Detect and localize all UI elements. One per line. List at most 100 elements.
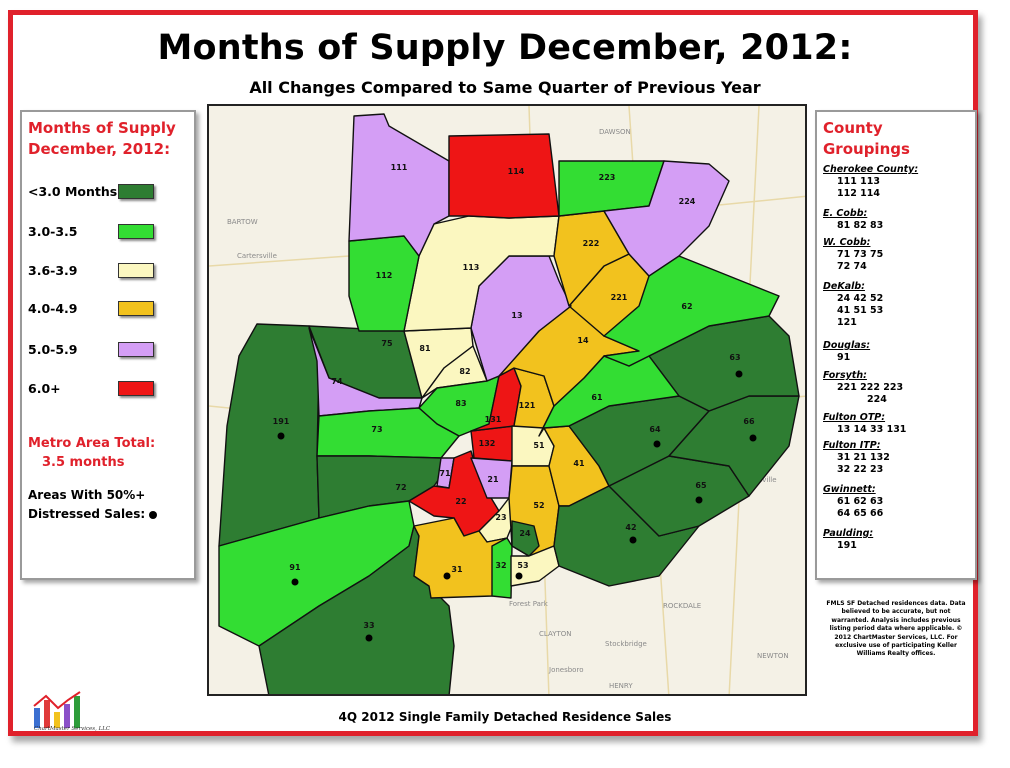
legend-label: 4.0-4.9 xyxy=(28,301,78,316)
group-paulding: Paulding: 191 xyxy=(823,528,873,552)
zone-label: 224 xyxy=(679,197,696,206)
legend-item-3-6-3-9: 3.6-3.9 xyxy=(28,261,188,281)
distressed-dot-icon xyxy=(695,496,703,504)
zone-label: 63 xyxy=(729,353,740,362)
group-name: Fulton ITP: xyxy=(823,440,881,451)
legend-label: 5.0-5.9 xyxy=(28,342,78,357)
distressed-note: Areas With 50%+ Distressed Sales: xyxy=(28,486,158,524)
zone-111[interactable] xyxy=(348,113,450,257)
legend-swatch xyxy=(118,184,154,199)
zone-label: 71 xyxy=(439,469,451,478)
metro-total-value: 3.5 months xyxy=(42,455,125,470)
group-codes: 32 22 23 xyxy=(837,464,884,475)
group-codes: 111 113 xyxy=(837,176,880,187)
bg-label-dawson: DAWSON xyxy=(599,128,631,136)
zone-labels: 111 114 223 224 222 112 113 221 13 62 14… xyxy=(273,163,755,630)
group-codes: 31 21 132 xyxy=(837,452,890,463)
zone-label: 221 xyxy=(611,293,628,302)
legend-item-4-4-9: 4.0-4.9 xyxy=(28,299,188,319)
group-codes: 41 51 53 xyxy=(837,305,884,316)
data-disclaimer: FMLS SF Detached residences data. Data b… xyxy=(826,600,966,658)
distressed-line2: Distressed Sales: xyxy=(28,507,146,521)
legend-swatch xyxy=(118,342,154,357)
zone-label: 61 xyxy=(591,393,603,402)
page-title: Months of Supply December, 2012: xyxy=(157,28,853,68)
group-name: Gwinnett: xyxy=(823,484,876,495)
zone-114[interactable] xyxy=(448,133,560,219)
zone-label: 14 xyxy=(577,336,589,345)
group-codes: 24 42 52 xyxy=(837,293,884,304)
distressed-dot-icon xyxy=(149,510,158,519)
bg-label-rockdale: ROCKDALE xyxy=(663,602,701,610)
zone-label: 82 xyxy=(459,367,470,376)
zone-label: 74 xyxy=(331,377,343,386)
choropleth-map[interactable]: DAWSON BARTOW Cartersville Forest Park C… xyxy=(207,104,807,696)
distressed-dot-icon xyxy=(291,578,299,586)
zone-label: 81 xyxy=(419,344,431,353)
bg-label-stockbridge: Stockbridge xyxy=(605,640,647,648)
legend-title: Months of Supply December, 2012: xyxy=(28,119,176,158)
legend-item-lt3: <3.0 Months xyxy=(28,182,188,202)
zone-label: 31 xyxy=(451,565,463,574)
logo-caption: ChartMaster Services, LLC xyxy=(34,726,111,732)
distressed-line1: Areas With 50%+ xyxy=(28,488,146,502)
bg-label-jonesboro: Jonesboro xyxy=(548,666,583,674)
group-name: Douglas: xyxy=(823,340,871,351)
footer-caption: 4Q 2012 Single Family Detached Residence… xyxy=(338,710,672,724)
bg-label-newton: NEWTON xyxy=(757,652,789,660)
zone-82[interactable] xyxy=(421,345,488,399)
zone-label: 91 xyxy=(289,563,301,572)
groupings-title: County Groupings xyxy=(823,118,910,160)
group-codes: 191 xyxy=(837,540,857,551)
zone-191[interactable] xyxy=(218,323,320,547)
legend-panel: Months of Supply December, 2012: <3.0 Mo… xyxy=(20,110,196,580)
zone-label: 64 xyxy=(649,425,661,434)
zone-label: 53 xyxy=(517,561,528,570)
group-name: W. Cobb: xyxy=(823,237,871,248)
group-gwinnett: Gwinnett: 61 62 63 64 65 66 xyxy=(823,484,883,520)
zone-label: 22 xyxy=(455,497,466,506)
legend-label: 6.0+ xyxy=(28,381,61,396)
group-codes: 221 222 223 xyxy=(837,382,904,393)
legend-item-6-plus: 6.0+ xyxy=(28,379,188,399)
bg-label-henry: HENRY xyxy=(609,682,633,690)
zone-label: 51 xyxy=(533,441,545,450)
group-codes: 224 xyxy=(867,394,887,405)
zone-label: 75 xyxy=(381,339,393,348)
zone-42[interactable] xyxy=(553,485,700,587)
zone-label: 223 xyxy=(599,173,616,182)
zone-24[interactable] xyxy=(511,520,540,557)
zone-label: 33 xyxy=(363,621,374,630)
zone-label: 132 xyxy=(479,439,496,448)
zone-label: 112 xyxy=(376,271,393,280)
distressed-dot-icon xyxy=(749,434,757,442)
zone-label: 111 xyxy=(391,163,408,172)
group-fulton-itp: Fulton ITP: 31 21 132 32 22 23 xyxy=(823,440,890,476)
zone-label: 131 xyxy=(485,415,502,424)
distressed-dot-icon xyxy=(515,572,523,580)
legend-swatch xyxy=(118,381,154,396)
zone-label: 121 xyxy=(519,401,536,410)
zone-label: 72 xyxy=(395,483,406,492)
metro-total: Metro Area Total: 3.5 months xyxy=(28,434,155,472)
zone-label: 222 xyxy=(583,239,600,248)
zone-label: 73 xyxy=(371,425,382,434)
group-codes: 81 82 83 xyxy=(837,220,884,231)
group-codes: 13 14 33 131 xyxy=(837,424,907,435)
zone-label: 52 xyxy=(533,501,544,510)
distressed-dot-icon xyxy=(443,572,451,580)
zone-label: 24 xyxy=(519,529,531,538)
group-codes: 121 xyxy=(837,317,857,328)
group-name: Cherokee County: xyxy=(823,164,919,175)
group-name: Paulding: xyxy=(823,528,874,539)
zone-label: 83 xyxy=(455,399,466,408)
bg-label-forest-park: Forest Park xyxy=(509,600,549,608)
group-codes: 72 74 xyxy=(837,261,867,272)
group-dekalb: DeKalb: 24 42 52 41 51 53 121 xyxy=(823,281,883,329)
group-codes: 71 73 75 xyxy=(837,249,884,260)
group-w-cobb: W. Cobb: 71 73 75 72 74 xyxy=(823,237,883,273)
zone-224[interactable] xyxy=(603,160,730,277)
map-svg: DAWSON BARTOW Cartersville Forest Park C… xyxy=(209,106,805,694)
group-forsyth: Forsyth: 221 222 223 224 xyxy=(823,370,903,406)
zone-21[interactable] xyxy=(470,457,513,499)
